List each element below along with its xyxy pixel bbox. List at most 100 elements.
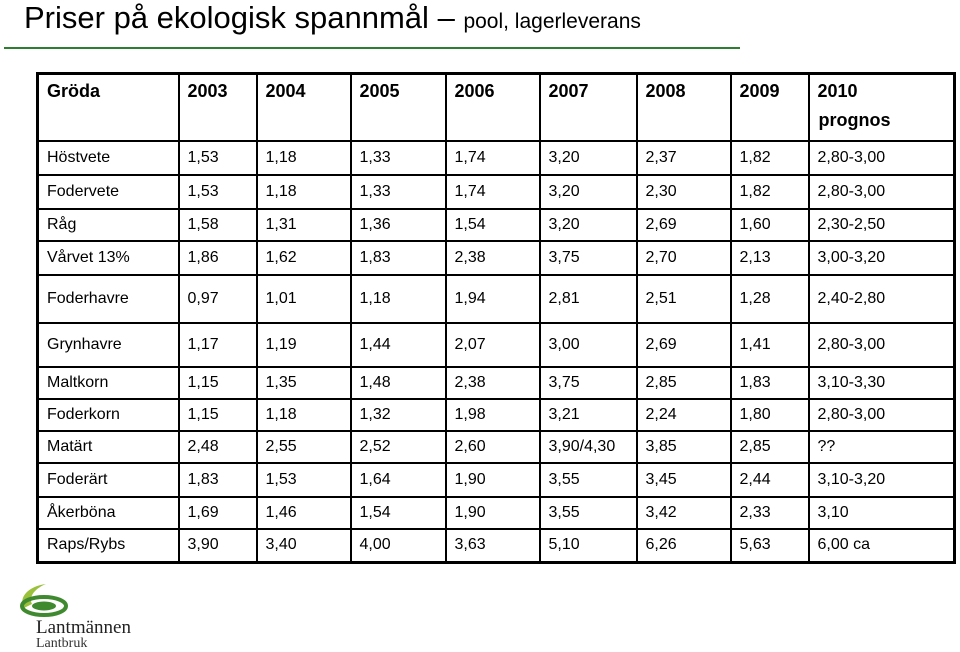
- price-cell: 5,10: [538, 527, 638, 564]
- table-row: Åkerböna 1,69 1,46 1,54 1,90 3,55 3,42 2,33 3,10: [36, 495, 956, 530]
- header-2009: 2009: [729, 72, 810, 142]
- price-cell: 1,83: [177, 461, 258, 498]
- crop-name-cell: Foderkorn: [36, 397, 180, 432]
- price-cell: 1,90: [444, 495, 541, 530]
- price-cell: 1,54: [444, 207, 541, 242]
- price-cell: 1,62: [255, 239, 352, 276]
- table-row: Råg 1,58 1,31 1,36 1,54 3,20 2,69 1,60 2,30-2,50: [36, 207, 956, 242]
- price-cell: 1,74: [444, 139, 541, 176]
- price-cell: 2,70: [635, 239, 732, 276]
- crop-name-cell: Råg: [36, 207, 180, 242]
- price-cell: 2,44: [729, 461, 810, 498]
- price-cell: 2,38: [444, 239, 541, 276]
- price-cell: 6,26: [635, 527, 732, 564]
- price-cell: 3,45: [635, 461, 732, 498]
- price-cell: 2,38: [444, 365, 541, 400]
- crop-name-cell: Vårvet 13%: [36, 239, 180, 276]
- price-cell: 1,15: [177, 365, 258, 400]
- price-cell: 2,07: [444, 321, 541, 368]
- header-2005: 2005: [349, 72, 447, 142]
- price-cell: 2,80-3,00: [807, 321, 956, 368]
- header-2010-year: 2010: [817, 81, 858, 101]
- header-2010: 2010 prognos: [807, 72, 956, 142]
- price-cell: 1,17: [177, 321, 258, 368]
- table-row: Grynhavre 1,17 1,19 1,44 2,07 3,00 2,69 1,41 2,8…: [36, 321, 956, 368]
- price-cell: 3,10-3,20: [807, 461, 956, 498]
- price-cell: 3,85: [635, 429, 732, 464]
- title-dash: –: [437, 0, 455, 35]
- price-cell: 1,64: [349, 461, 447, 498]
- price-cell: 1,18: [255, 397, 352, 432]
- price-cell: ??: [807, 429, 956, 464]
- price-cell: 1,90: [444, 461, 541, 498]
- price-cell: 3,75: [538, 365, 638, 400]
- price-cell: 2,80-3,00: [807, 173, 956, 210]
- price-cell: 2,85: [635, 365, 732, 400]
- crop-name-cell: Fodervete: [36, 173, 180, 210]
- price-cell: 3,63: [444, 527, 541, 564]
- price-cell: 1,15: [177, 397, 258, 432]
- header-2004: 2004: [255, 72, 352, 142]
- table-body: Höstvete 1,53 1,18 1,33 1,74 3,20 2,37 1,82 2,80…: [36, 139, 956, 564]
- header-2007: 2007: [538, 72, 638, 142]
- price-cell: 2,69: [635, 321, 732, 368]
- price-cell: 6,00 ca: [807, 527, 956, 564]
- title-divider: [4, 47, 740, 49]
- crop-name-cell: Grynhavre: [36, 321, 180, 368]
- price-cell: 2,40-2,80: [807, 273, 956, 324]
- lantmannen-swirl-icon: [20, 584, 68, 617]
- price-cell: 1,82: [729, 173, 810, 210]
- price-cell: 1,86: [177, 239, 258, 276]
- price-cell: 2,30: [635, 173, 732, 210]
- price-cell: 1,31: [255, 207, 352, 242]
- price-cell: 1,18: [255, 173, 352, 210]
- price-cell: 3,40: [255, 527, 352, 564]
- price-cell: 1,83: [349, 239, 447, 276]
- price-cell: 2,60: [444, 429, 541, 464]
- price-cell: 3,75: [538, 239, 638, 276]
- price-cell: 2,52: [349, 429, 447, 464]
- price-cell: 2,24: [635, 397, 732, 432]
- price-cell: 1,33: [349, 139, 447, 176]
- title-main: Priser på ekologisk spannmål: [24, 0, 429, 35]
- price-cell: 1,18: [255, 139, 352, 176]
- crop-name-cell: Maltkorn: [36, 365, 180, 400]
- price-cell: 2,51: [635, 273, 732, 324]
- price-cell: 3,20: [538, 139, 638, 176]
- table-row: Foderärt 1,83 1,53 1,64 1,90 3,55 3,45 2,44 3,10…: [36, 461, 956, 498]
- price-cell: 1,74: [444, 173, 541, 210]
- logo-unit: Lantbruk: [36, 636, 88, 651]
- crop-name-cell: Foderhavre: [36, 273, 180, 324]
- page-title: Priser på ekologisk spannmål – pool, lag…: [24, 0, 641, 42]
- header-2006: 2006: [444, 72, 541, 142]
- price-cell: 3,10: [807, 495, 956, 530]
- price-cell: 3,00-3,20: [807, 239, 956, 276]
- price-cell: 1,41: [729, 321, 810, 368]
- price-cell: 3,90: [177, 527, 258, 564]
- price-cell: 2,85: [729, 429, 810, 464]
- table-header-row: Gröda 2003 2004 2005 2006 2007 2008 2009…: [36, 72, 956, 142]
- price-cell: 2,80-3,00: [807, 397, 956, 432]
- price-cell: 3,20: [538, 207, 638, 242]
- table-row: Matärt 2,48 2,55 2,52 2,60 3,90/4,30 3,85 2,85?…: [36, 429, 956, 464]
- price-cell: 1,69: [177, 495, 258, 530]
- price-cell: 1,36: [349, 207, 447, 242]
- price-cell: 1,53: [177, 139, 258, 176]
- price-cell: 2,69: [635, 207, 732, 242]
- crop-name-cell: Höstvete: [36, 139, 180, 176]
- table-row: Foderkorn 1,15 1,18 1,32 1,98 3,21 2,24 1,80 2,8…: [36, 397, 956, 432]
- price-cell: 3,55: [538, 495, 638, 530]
- price-cell: 1,01: [255, 273, 352, 324]
- header-2003: 2003: [177, 72, 258, 142]
- table-row: Fodervete 1,53 1,18 1,33 1,74 3,20 2,30 1,82 2,8…: [36, 173, 956, 210]
- price-cell: 1,80: [729, 397, 810, 432]
- header-crop: Gröda: [36, 72, 180, 142]
- price-cell: 1,28: [729, 273, 810, 324]
- table-row: Raps/Rybs 3,90 3,40 4,00 3,63 5,10 6,26 5,63 6,0…: [36, 527, 956, 564]
- price-cell: 2,48: [177, 429, 258, 464]
- header-2010-prognos: prognos: [818, 110, 891, 130]
- price-cell: 2,37: [635, 139, 732, 176]
- price-cell: 1,53: [177, 173, 258, 210]
- table-row: Foderhavre 0,97 1,01 1,18 1,94 2,81 2,51 1,28 2,…: [36, 273, 956, 324]
- price-cell: 1,83: [729, 365, 810, 400]
